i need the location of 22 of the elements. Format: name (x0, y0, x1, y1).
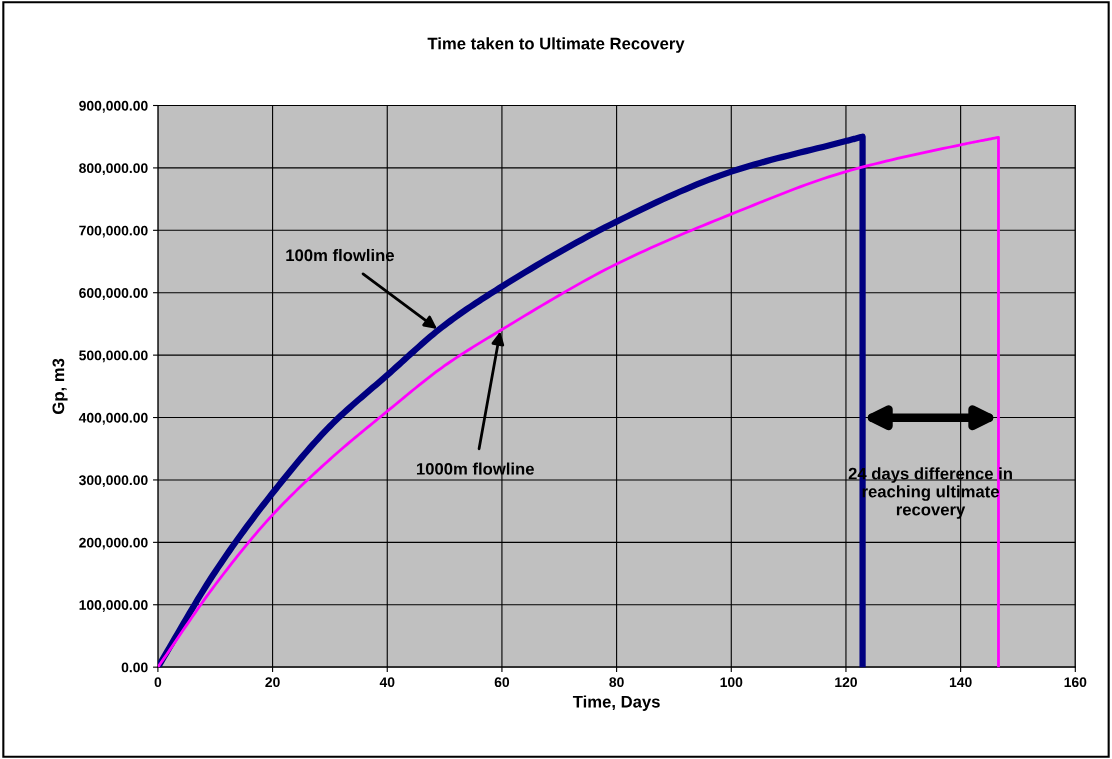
x-tick-label: 140 (949, 677, 972, 688)
x-tick-label: 100 (720, 677, 743, 688)
y-tick-label: 500,000.00 (79, 350, 148, 363)
x-tick-label: 80 (609, 677, 624, 688)
x-tick-label: 60 (494, 677, 510, 688)
y-tick-label: 600,000.00 (79, 288, 148, 300)
y-tick-label: 900,000.00 (79, 100, 148, 113)
x-tick-label: 40 (379, 677, 395, 688)
chart-title: Time taken to Ultimate Recovery (427, 37, 685, 53)
y-tick-label: 200,000.00 (79, 537, 148, 550)
y-tick-label: 800,000.00 (79, 163, 148, 176)
x-tick-label: 0 (154, 677, 162, 688)
y-axis-title: Gp, m3 (52, 358, 68, 414)
y-tick-label: 100,000.00 (79, 600, 148, 612)
x-tick-label: 120 (835, 677, 857, 688)
y-tick-label: 300,000.00 (79, 475, 148, 488)
x-axis-title: Time, Days (572, 695, 660, 711)
x-tick-label: 20 (265, 677, 280, 688)
x-tick-label: 160 (1064, 677, 1087, 688)
y-tick-label: 400,000.00 (78, 412, 148, 425)
y-tick-label: 0.00 (121, 662, 148, 673)
y-tick-label: 700,000.00 (79, 225, 148, 238)
